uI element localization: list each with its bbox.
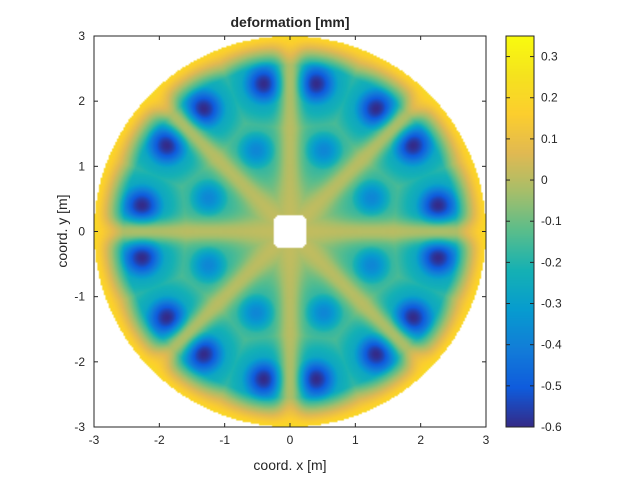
x-axis-ticks: -3 -2 -1 0 1 2 3 [89,36,490,447]
colorbar-ticks: 0.3 0.2 0.1 0 -0.1 -0.2 -0.3 -0.4 -0.5 -0.6 [506,50,562,434]
y-tick-label: -1 [74,290,85,304]
y-tick-label: -3 [74,420,85,434]
y-tick-label: 3 [78,29,85,43]
deformation-heatmap [94,36,486,427]
colorbar-tick-label: 0.3 [541,50,558,64]
x-tick-label: -3 [89,433,100,447]
x-tick-label: 1 [352,433,359,447]
y-tick-label: 0 [78,225,85,239]
y-tick-label: 1 [78,159,85,173]
colorbar-frame [505,35,535,428]
colorbar: 0.3 0.2 0.1 0 -0.1 -0.2 -0.3 -0.4 -0.5 -0.6 [505,35,562,434]
x-tick-label: 0 [287,433,294,447]
x-tick-label: -2 [154,433,165,447]
colorbar-tick-label: 0.1 [541,132,558,146]
colorbar-tick-label: -0.6 [541,420,562,434]
colorbar-gradient [506,36,534,427]
plot-area: -3 -2 -1 0 1 2 3 -3 -2 -1 0 1 2 3 [74,29,489,447]
x-axis-label: coord. x [m] [253,457,326,473]
chart-title: deformation [mm] [231,14,350,30]
colorbar-tick-label: -0.2 [541,255,562,269]
colorbar-tick-label: -0.5 [541,379,562,393]
x-tick-label: 3 [483,433,490,447]
colorbar-tick-label: 0.2 [541,91,558,105]
x-tick-label: -1 [219,433,230,447]
y-axis-label: coord. y [m] [54,194,70,267]
colorbar-tick-label: -0.4 [541,338,562,352]
colorbar-tick-label: -0.3 [541,297,562,311]
y-tick-label: -2 [74,355,85,369]
colorbar-tick-label: 0 [541,173,548,187]
y-axis-ticks: -3 -2 -1 0 1 2 3 [74,29,486,434]
colorbar-tick-label: -0.1 [541,214,562,228]
y-tick-label: 2 [78,94,85,108]
x-tick-label: 2 [417,433,424,447]
